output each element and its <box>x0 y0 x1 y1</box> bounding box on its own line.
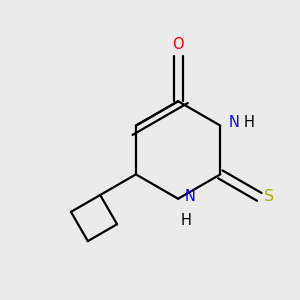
Text: O: O <box>172 37 184 52</box>
Text: N: N <box>229 115 239 130</box>
Text: H: H <box>181 213 192 228</box>
Text: N: N <box>185 189 196 204</box>
Text: S: S <box>264 189 274 204</box>
Text: H: H <box>244 115 254 130</box>
